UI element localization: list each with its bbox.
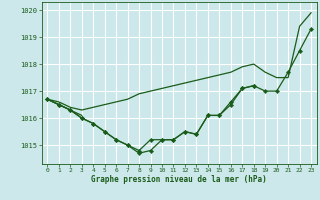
X-axis label: Graphe pression niveau de la mer (hPa): Graphe pression niveau de la mer (hPa)	[91, 175, 267, 184]
